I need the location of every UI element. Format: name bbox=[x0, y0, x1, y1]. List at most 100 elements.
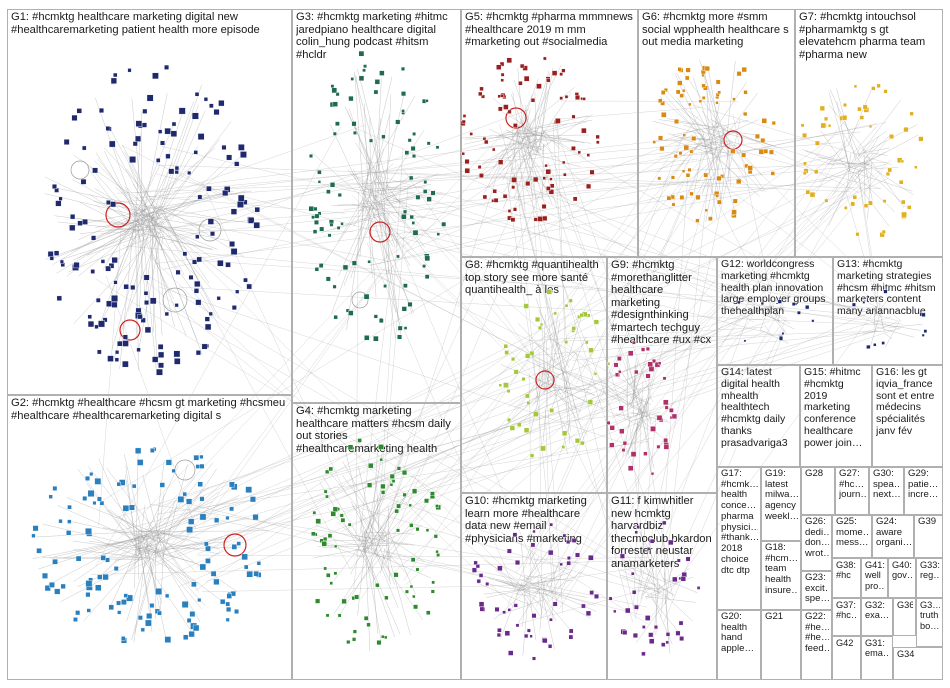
node[interactable] bbox=[253, 221, 260, 229]
node[interactable] bbox=[69, 224, 76, 231]
node[interactable] bbox=[326, 573, 331, 578]
node[interactable] bbox=[36, 548, 42, 554]
node[interactable] bbox=[196, 256, 202, 263]
node[interactable] bbox=[369, 138, 374, 143]
node[interactable] bbox=[517, 422, 522, 427]
node[interactable] bbox=[441, 221, 447, 227]
node[interactable] bbox=[243, 277, 248, 283]
group-g19[interactable]: G19: latest milwa… agency weekl… bbox=[761, 467, 801, 541]
node[interactable] bbox=[577, 150, 581, 155]
node[interactable] bbox=[791, 302, 796, 306]
node[interactable] bbox=[144, 326, 152, 334]
group-g17[interactable]: G17: #hcmk… health conce… pharma physici… bbox=[717, 467, 761, 610]
node[interactable] bbox=[123, 284, 129, 290]
node[interactable] bbox=[201, 343, 208, 350]
node[interactable] bbox=[582, 97, 586, 101]
node[interactable] bbox=[685, 556, 691, 562]
node[interactable] bbox=[411, 488, 418, 494]
node[interactable] bbox=[523, 303, 529, 309]
node[interactable] bbox=[914, 165, 918, 169]
node[interactable] bbox=[197, 194, 203, 200]
node[interactable] bbox=[197, 598, 202, 603]
node[interactable] bbox=[843, 103, 847, 107]
node[interactable] bbox=[681, 169, 686, 173]
node[interactable] bbox=[404, 589, 409, 594]
node[interactable] bbox=[546, 186, 551, 191]
node[interactable] bbox=[329, 581, 333, 585]
node[interactable] bbox=[171, 121, 177, 127]
node[interactable] bbox=[174, 358, 181, 365]
node[interactable] bbox=[318, 263, 324, 268]
node[interactable] bbox=[373, 335, 379, 342]
node[interactable] bbox=[561, 445, 566, 449]
node[interactable] bbox=[736, 178, 742, 185]
node[interactable] bbox=[155, 588, 163, 595]
node[interactable] bbox=[500, 94, 504, 98]
node[interactable] bbox=[366, 622, 371, 627]
node[interactable] bbox=[410, 146, 416, 151]
node[interactable] bbox=[329, 182, 336, 188]
node[interactable] bbox=[675, 89, 681, 95]
node[interactable] bbox=[383, 284, 387, 288]
node[interactable] bbox=[703, 172, 709, 178]
node[interactable] bbox=[326, 189, 331, 194]
node[interactable] bbox=[506, 548, 512, 554]
node[interactable] bbox=[174, 170, 179, 175]
node[interactable] bbox=[226, 593, 232, 599]
node[interactable] bbox=[409, 584, 414, 589]
node[interactable] bbox=[95, 584, 102, 591]
node[interactable] bbox=[237, 194, 245, 202]
node[interactable] bbox=[574, 438, 580, 444]
node[interactable] bbox=[889, 134, 894, 139]
node[interactable] bbox=[521, 377, 526, 381]
node[interactable] bbox=[507, 109, 512, 114]
node[interactable] bbox=[231, 305, 237, 311]
node[interactable] bbox=[671, 413, 678, 420]
node[interactable] bbox=[715, 101, 719, 105]
node[interactable] bbox=[121, 599, 127, 605]
node[interactable] bbox=[760, 137, 766, 143]
node[interactable] bbox=[358, 50, 365, 57]
node[interactable] bbox=[461, 119, 466, 124]
node[interactable] bbox=[412, 594, 416, 599]
node[interactable] bbox=[404, 150, 410, 155]
node[interactable] bbox=[615, 372, 620, 377]
node[interactable] bbox=[395, 119, 401, 125]
node[interactable] bbox=[618, 405, 624, 411]
node[interactable] bbox=[333, 315, 338, 320]
node[interactable] bbox=[508, 650, 514, 656]
node[interactable] bbox=[173, 350, 181, 358]
node[interactable] bbox=[58, 519, 63, 524]
node[interactable] bbox=[500, 78, 504, 82]
node[interactable] bbox=[67, 504, 72, 510]
node[interactable] bbox=[536, 83, 542, 89]
node[interactable] bbox=[337, 613, 342, 618]
node[interactable] bbox=[538, 325, 543, 330]
node[interactable] bbox=[237, 201, 244, 208]
node[interactable] bbox=[389, 483, 394, 487]
node[interactable] bbox=[131, 483, 137, 489]
node[interactable] bbox=[493, 197, 499, 203]
node[interactable] bbox=[595, 134, 600, 139]
node[interactable] bbox=[384, 595, 389, 600]
node[interactable] bbox=[630, 451, 637, 457]
node[interactable] bbox=[330, 511, 337, 517]
node[interactable] bbox=[672, 576, 678, 583]
node[interactable] bbox=[540, 445, 546, 452]
group-g37[interactable]: G37: #hc… bbox=[832, 598, 861, 636]
node[interactable] bbox=[661, 112, 667, 118]
node[interactable] bbox=[586, 153, 591, 157]
node[interactable] bbox=[140, 317, 146, 323]
node[interactable] bbox=[32, 525, 39, 532]
node[interactable] bbox=[630, 571, 635, 576]
node[interactable] bbox=[813, 169, 819, 174]
node[interactable] bbox=[140, 627, 145, 632]
node[interactable] bbox=[609, 442, 615, 448]
node[interactable] bbox=[171, 468, 176, 473]
node[interactable] bbox=[144, 300, 150, 306]
node[interactable] bbox=[665, 632, 671, 637]
node[interactable] bbox=[678, 620, 684, 626]
group-g14[interactable]: G14: latest digital health mhealth healt… bbox=[717, 365, 800, 467]
node[interactable] bbox=[498, 159, 504, 165]
node[interactable] bbox=[530, 542, 536, 548]
